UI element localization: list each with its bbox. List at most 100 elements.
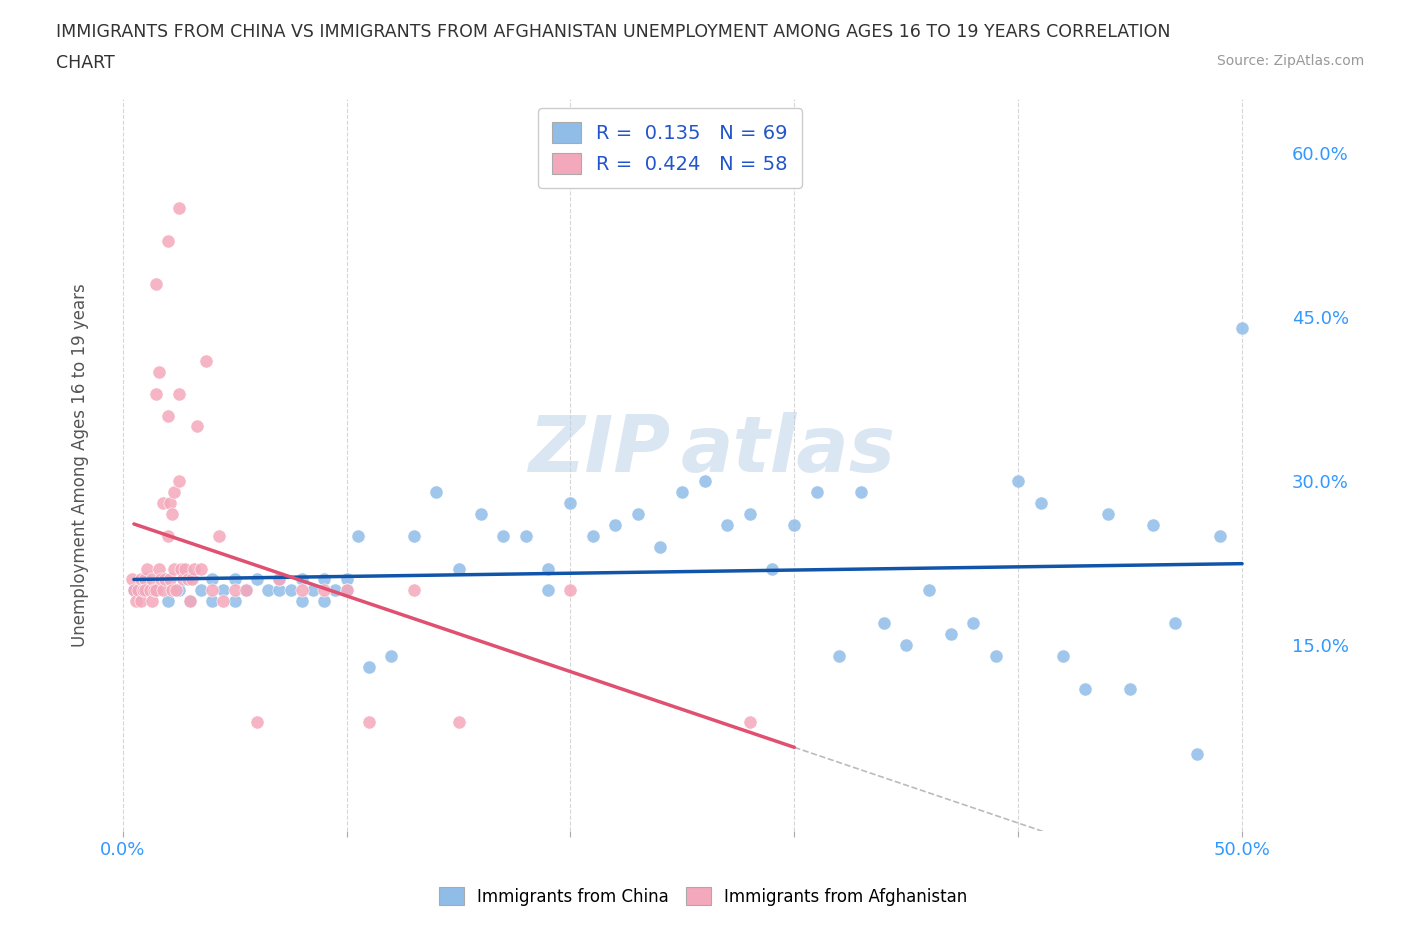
Point <box>122 583 145 598</box>
Point <box>693 473 716 488</box>
Point <box>125 594 148 609</box>
Point <box>174 561 197 576</box>
Point <box>336 572 359 587</box>
Point <box>984 648 1007 663</box>
Point <box>201 583 224 598</box>
Point <box>134 572 156 587</box>
Point <box>224 572 246 587</box>
Point <box>1208 528 1230 543</box>
Point <box>208 528 231 543</box>
Point <box>962 616 984 631</box>
Point <box>134 572 156 587</box>
Point <box>806 485 828 499</box>
Point <box>325 583 347 598</box>
Point <box>167 201 190 216</box>
Point <box>127 583 149 598</box>
Point <box>212 583 235 598</box>
Point <box>671 485 693 499</box>
Point <box>138 583 160 598</box>
Point <box>291 572 314 587</box>
Point <box>149 572 172 587</box>
Point <box>212 594 235 609</box>
Point <box>167 386 190 401</box>
Point <box>224 583 246 598</box>
Y-axis label: Unemployment Among Ages 16 to 19 years: Unemployment Among Ages 16 to 19 years <box>72 283 89 646</box>
Point <box>582 528 605 543</box>
Point <box>172 572 194 587</box>
Point <box>235 583 257 598</box>
Point <box>179 594 201 609</box>
Point <box>447 561 470 576</box>
Point <box>167 583 190 598</box>
Point <box>246 714 269 729</box>
Point <box>190 583 212 598</box>
Point <box>159 496 181 511</box>
Point <box>121 572 143 587</box>
Point <box>783 517 806 532</box>
Point <box>129 594 152 609</box>
Point <box>302 583 325 598</box>
Point <box>145 583 167 598</box>
Point <box>851 485 873 499</box>
Point <box>246 572 269 587</box>
Point <box>156 233 179 248</box>
Point <box>314 594 336 609</box>
Point <box>145 583 167 598</box>
Point <box>470 507 492 522</box>
Point <box>738 507 761 522</box>
Point <box>492 528 515 543</box>
Point <box>152 583 174 598</box>
Point <box>336 583 359 598</box>
Point <box>183 561 205 576</box>
Point <box>163 561 186 576</box>
Point <box>1007 473 1029 488</box>
Point <box>134 583 156 598</box>
Point <box>738 714 761 729</box>
Point <box>156 408 179 423</box>
Point <box>176 572 198 587</box>
Point <box>163 485 186 499</box>
Point <box>648 539 671 554</box>
Point <box>159 572 181 587</box>
Point <box>896 638 918 653</box>
Point <box>1097 507 1119 522</box>
Point <box>136 561 159 576</box>
Point <box>873 616 896 631</box>
Point <box>160 583 183 598</box>
Point <box>155 572 177 587</box>
Point <box>269 583 291 598</box>
Point <box>314 572 336 587</box>
Point <box>537 561 560 576</box>
Point <box>148 365 170 379</box>
Point <box>269 572 291 587</box>
Point <box>141 594 163 609</box>
Point <box>1142 517 1164 532</box>
Point <box>314 583 336 598</box>
Point <box>160 507 183 522</box>
Point <box>143 583 166 598</box>
Point <box>425 485 447 499</box>
Point <box>716 517 738 532</box>
Text: atlas: atlas <box>681 412 896 488</box>
Point <box>181 572 204 587</box>
Point <box>257 583 280 598</box>
Point <box>152 496 174 511</box>
Point <box>336 583 359 598</box>
Point <box>201 572 224 587</box>
Point <box>515 528 537 543</box>
Point <box>346 528 368 543</box>
Point <box>156 594 179 609</box>
Point <box>939 627 962 642</box>
Point <box>1164 616 1187 631</box>
Point <box>224 594 246 609</box>
Point <box>761 561 783 576</box>
Point <box>141 572 163 587</box>
Point <box>148 561 170 576</box>
Point <box>186 419 208 434</box>
Point <box>166 583 188 598</box>
Point <box>447 714 470 729</box>
Point <box>122 583 145 598</box>
Point <box>170 561 193 576</box>
Point <box>132 583 155 598</box>
Point <box>357 714 380 729</box>
